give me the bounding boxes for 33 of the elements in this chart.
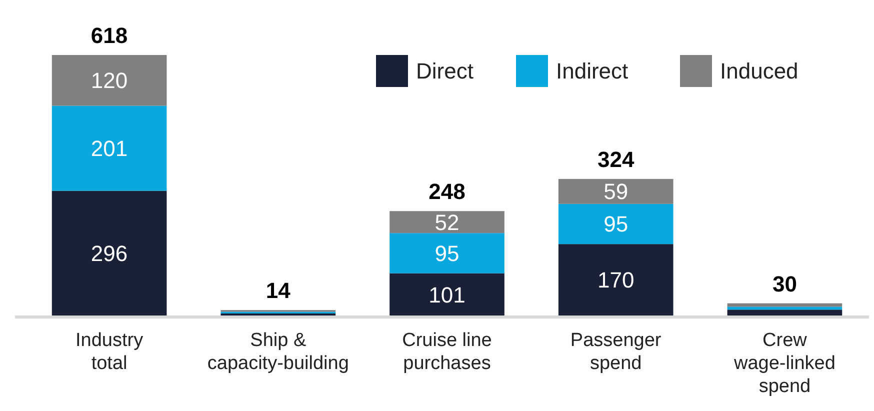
- total-label: 618: [90, 23, 128, 48]
- bar: [52, 55, 167, 106]
- data-label: 120: [90, 68, 128, 94]
- data-label: 95: [604, 212, 628, 237]
- bar: [727, 306, 842, 310]
- bar: [558, 178, 674, 204]
- data-label: 296: [90, 241, 128, 266]
- bar: [390, 211, 504, 234]
- total-label: 30: [772, 271, 797, 296]
- legend-label: Indirect: [556, 58, 628, 84]
- bar: [390, 233, 504, 274]
- data-label: 101: [428, 282, 466, 308]
- x-tick-label: Crew wage-linked spend: [733, 330, 836, 397]
- bar: [52, 106, 167, 191]
- data-label: 170: [597, 268, 634, 293]
- x-tick-label: Cruise line purchases: [402, 330, 492, 374]
- bar: [558, 204, 674, 244]
- data-label: 201: [90, 136, 128, 161]
- data-label: 52: [434, 210, 460, 235]
- x-tick-label: Passenger spend: [570, 330, 662, 374]
- bar: [52, 190, 167, 316]
- total-label: 14: [266, 278, 292, 304]
- bar: [727, 310, 842, 316]
- bar: [558, 244, 674, 316]
- data-label: 95: [434, 240, 460, 266]
- bar: [390, 273, 504, 316]
- x-tick-label: Industry total: [76, 330, 144, 374]
- legend-label: Induced: [720, 58, 798, 84]
- total-label: 248: [428, 179, 466, 204]
- data-label: 59: [604, 179, 628, 204]
- total-label: 324: [597, 146, 635, 172]
- x-tick-label: Ship & capacity-building: [207, 330, 349, 374]
- legend-label: Direct: [416, 58, 474, 84]
